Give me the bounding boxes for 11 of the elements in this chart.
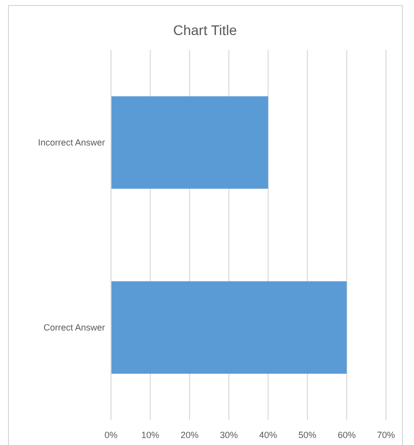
y-tick-label: Correct Answer	[43, 322, 105, 332]
x-tick-label: 10%	[141, 430, 160, 440]
x-tick-label: 60%	[338, 430, 356, 440]
x-tick-label: 40%	[259, 430, 278, 440]
x-tick-label: 0%	[104, 430, 118, 440]
x-tick-label: 70%	[376, 430, 396, 440]
x-tick-label: 30%	[220, 430, 238, 440]
x-tick-label: 50%	[298, 430, 316, 440]
x-tick-label: 20%	[180, 430, 199, 440]
y-tick-label: Incorrect Answer	[38, 138, 105, 148]
chart-title: Chart Title	[173, 22, 238, 38]
